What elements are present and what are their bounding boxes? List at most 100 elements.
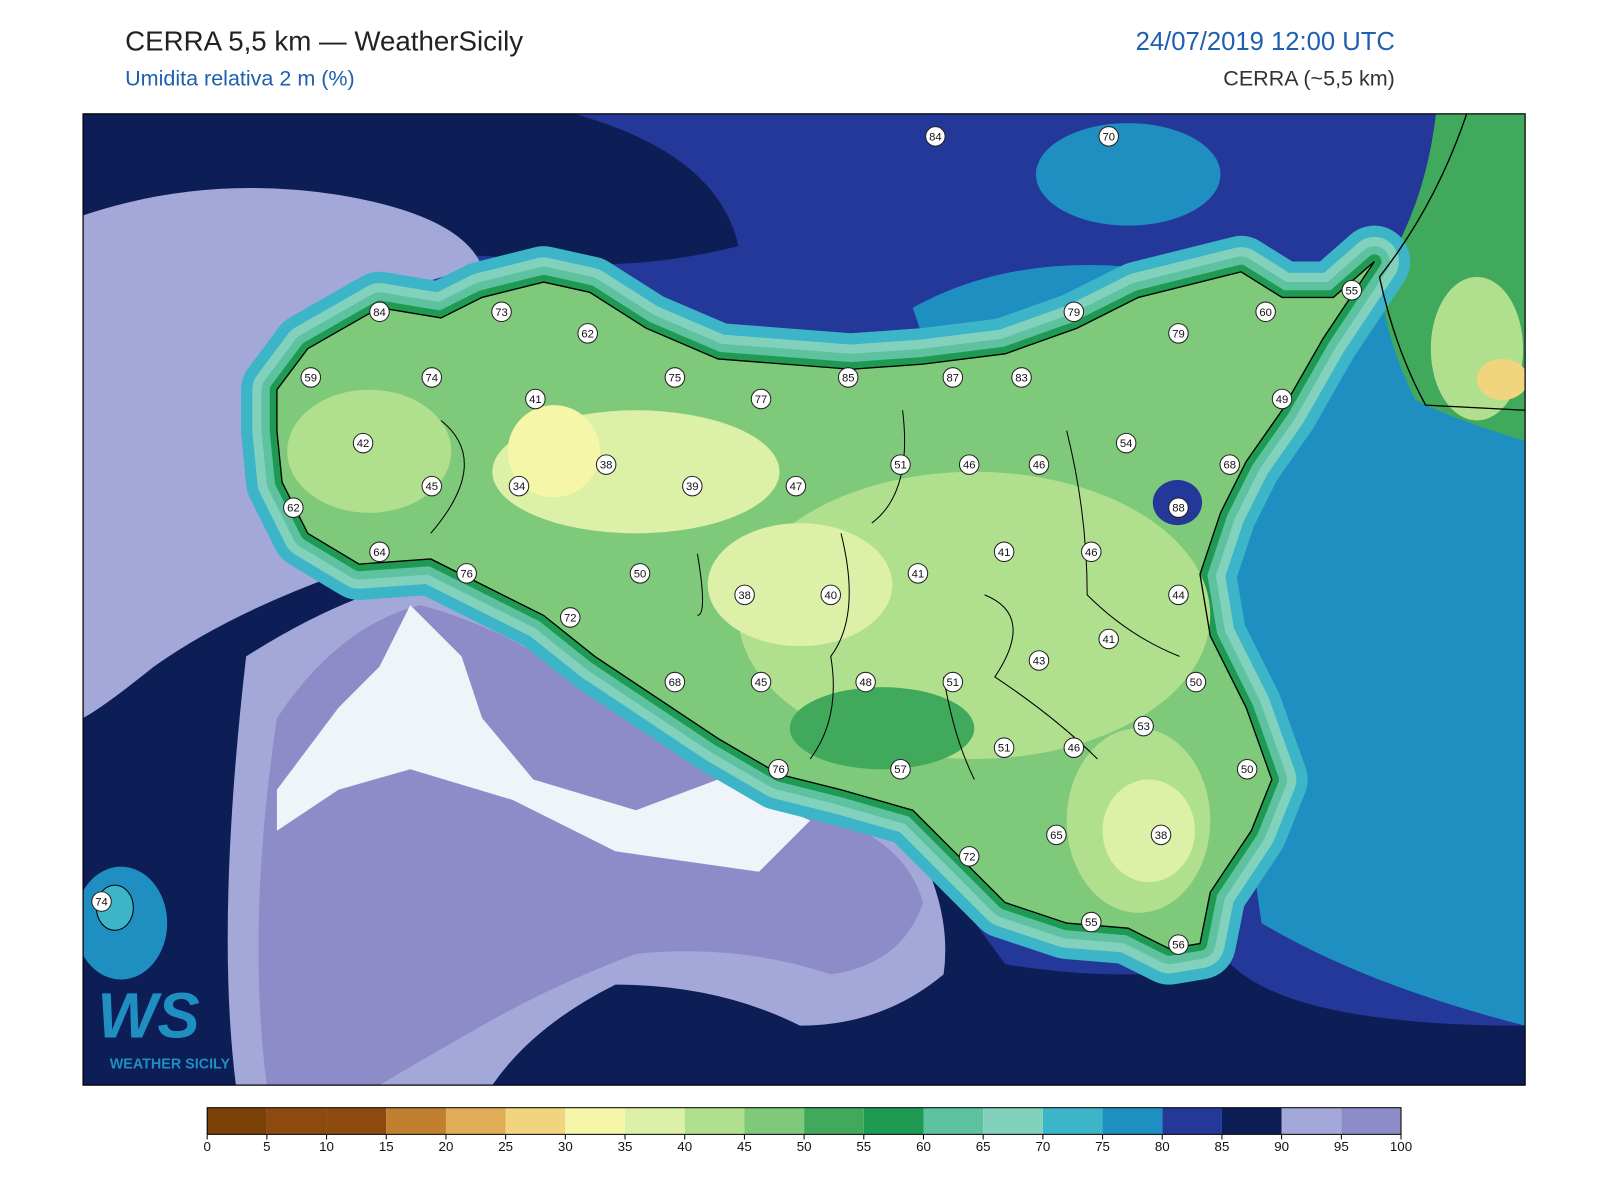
station-marker xyxy=(1168,497,1189,518)
station-marker xyxy=(1081,911,1102,933)
station-marker xyxy=(682,475,703,497)
station-label: 50 xyxy=(634,568,647,580)
station-marker xyxy=(855,671,876,693)
station-marker xyxy=(1255,301,1276,323)
station-marker xyxy=(1236,758,1258,780)
colorbar-tick-label: 60 xyxy=(916,1139,931,1154)
station-label: 41 xyxy=(998,547,1011,559)
station-marker xyxy=(421,475,443,497)
datetime: 24/07/2019 12:00 UTC xyxy=(1136,28,1395,56)
station-marker xyxy=(837,367,859,388)
station-marker xyxy=(456,563,477,584)
station-marker xyxy=(942,367,964,388)
station-label: 38 xyxy=(738,590,751,602)
sea-light xyxy=(83,188,483,718)
map-frame xyxy=(82,113,1526,1086)
station-label: 51 xyxy=(894,460,907,472)
colorbar-tick-label: 15 xyxy=(379,1139,394,1154)
station-marker xyxy=(890,758,911,780)
station-marker xyxy=(525,388,546,410)
colorbar-segment xyxy=(1221,1107,1282,1135)
station-label: 68 xyxy=(669,677,682,689)
station-marker xyxy=(595,454,617,475)
station-label: 72 xyxy=(564,612,577,624)
colorbar-segment xyxy=(684,1107,745,1135)
land-pale xyxy=(707,523,893,647)
station-marker xyxy=(369,541,390,563)
station-marker xyxy=(1028,650,1050,671)
station-marker xyxy=(890,454,911,475)
station-label: 76 xyxy=(772,764,785,776)
station-marker xyxy=(1115,432,1137,454)
station-label: 50 xyxy=(1190,677,1203,689)
station-marker xyxy=(958,846,980,867)
station-marker xyxy=(491,301,512,323)
subtitle: Umidita relativa 2 m (%) xyxy=(125,67,355,91)
land-yellow xyxy=(507,405,600,498)
logo: WS WEATHER SICILY xyxy=(97,980,230,1072)
colorbar-tick-label: 50 xyxy=(797,1139,812,1154)
land-green-dark xyxy=(789,687,975,770)
station-marker xyxy=(559,607,581,628)
station-marker xyxy=(664,367,686,388)
station-label: 84 xyxy=(373,307,386,319)
colorbar-tick-label: 90 xyxy=(1274,1139,1289,1154)
colorbar-tick-label: 75 xyxy=(1095,1139,1110,1154)
colorbar-segment xyxy=(923,1107,984,1135)
station-marker xyxy=(768,758,789,780)
coastline xyxy=(1378,113,1526,411)
station-label: 84 xyxy=(929,131,942,143)
station-label: 41 xyxy=(912,568,925,580)
station-label: 55 xyxy=(1085,917,1098,929)
colorbar-tick-label: 5 xyxy=(263,1139,270,1154)
colorbar-segment xyxy=(565,1107,626,1135)
station-label: 57 xyxy=(894,764,907,776)
station-label: 46 xyxy=(1033,460,1046,472)
station-label: 48 xyxy=(859,677,872,689)
station-label: 77 xyxy=(755,394,768,406)
station-label: 51 xyxy=(998,743,1011,755)
colorbar-tick-label: 25 xyxy=(498,1139,513,1154)
colorbar-segment xyxy=(326,1107,387,1135)
station-marker xyxy=(369,301,390,323)
station-label: 49 xyxy=(1276,394,1289,406)
station-marker xyxy=(1168,323,1189,344)
station-label: 68 xyxy=(1223,460,1236,472)
station-marker xyxy=(1168,584,1189,606)
station-label: 74 xyxy=(95,897,108,909)
station-label: 75 xyxy=(669,372,682,384)
station-label: 40 xyxy=(825,590,838,602)
station-label: 79 xyxy=(1172,328,1185,340)
land-pale xyxy=(1102,779,1195,883)
station-label: 38 xyxy=(600,460,613,472)
station-marker xyxy=(993,541,1015,563)
colorbar-tick-label: 100 xyxy=(1390,1139,1412,1154)
station-marker xyxy=(577,323,598,344)
station-marker xyxy=(1098,628,1119,650)
colorbar-tick-label: 45 xyxy=(737,1139,752,1154)
colorbar-tick-label: 20 xyxy=(439,1139,454,1154)
colorbar-tick-label: 85 xyxy=(1215,1139,1230,1154)
station-label: 74 xyxy=(426,372,439,384)
coastline xyxy=(276,261,1375,950)
station-label: 88 xyxy=(1172,503,1185,515)
station-marker xyxy=(1185,671,1207,693)
colorbar-segment xyxy=(505,1107,566,1135)
station-marker xyxy=(1011,367,1032,388)
land-yellow xyxy=(1476,358,1526,400)
stations: 84 70 84 73 62 79 60 55 79 59 74 75 85 87 83 77 41 49 42 54… xyxy=(91,126,1363,955)
station-marker xyxy=(907,563,929,584)
station-marker xyxy=(1028,454,1050,475)
station-marker xyxy=(1063,737,1085,758)
station-label: 42 xyxy=(357,438,370,450)
station-label: 55 xyxy=(1346,285,1359,297)
colorbar-segment xyxy=(804,1107,864,1135)
station-label: 76 xyxy=(460,568,473,580)
logo-text: WEATHER SICILY xyxy=(110,1056,231,1072)
station-marker xyxy=(958,454,980,475)
colorbar-tick-label: 65 xyxy=(976,1139,991,1154)
station-label: 62 xyxy=(581,328,594,340)
station-label: 62 xyxy=(287,503,300,515)
colorbar-tick-label: 30 xyxy=(558,1139,573,1154)
